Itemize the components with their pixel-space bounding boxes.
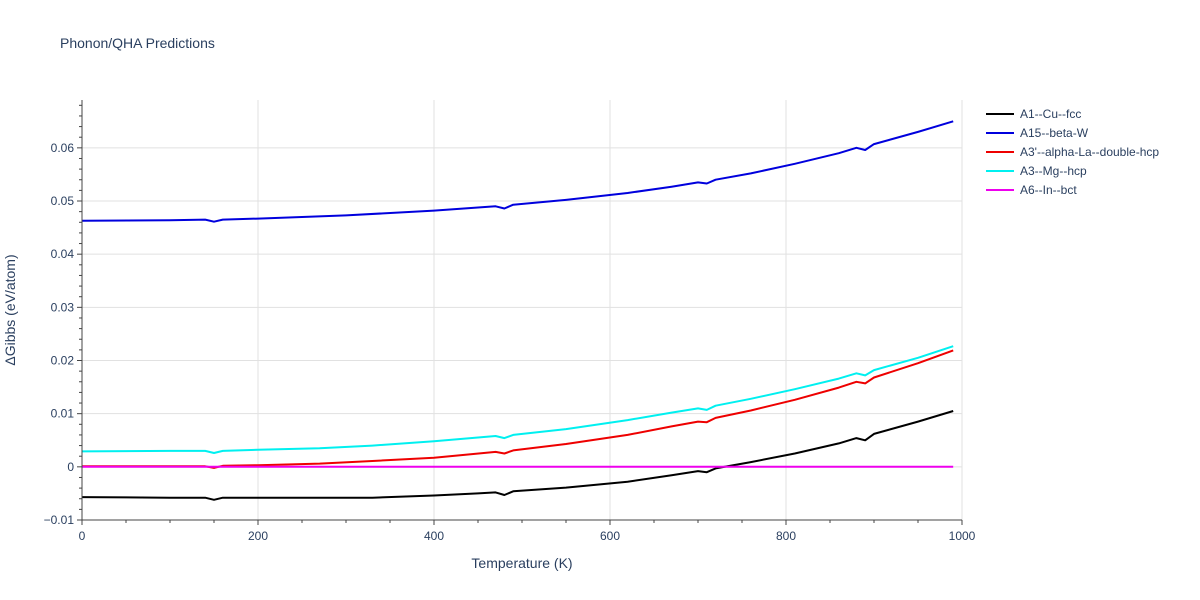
series-line[interactable] (81, 410, 954, 501)
y-tick-labels: −0.01 0 0.01 0.02 0.03 0.04 0.05 0.06 (44, 141, 75, 527)
legend[interactable]: A1--Cu--fcc A15--beta-W A3'--alpha-La--dou… (986, 107, 1159, 197)
x-axis-title: Temperature (K) (471, 555, 572, 571)
x-tick-label: 200 (248, 529, 268, 543)
series-line[interactable] (81, 345, 954, 454)
legend-item[interactable]: A3--Mg--hcp (986, 164, 1087, 178)
y-tick-label: 0.06 (51, 141, 75, 155)
x-tick-label: 800 (776, 529, 796, 543)
legend-item[interactable]: A15--beta-W (986, 126, 1089, 140)
y-tick-label: 0.03 (51, 300, 75, 314)
legend-item[interactable]: A1--Cu--fcc (986, 107, 1081, 121)
legend-item[interactable]: A6--In--bct (986, 183, 1077, 197)
y-axis-title: ΔGibbs (eV/atom) (2, 254, 18, 365)
series-lines (81, 120, 954, 501)
x-tick-label: 400 (424, 529, 444, 543)
chart-title: Phonon/QHA Predictions (60, 35, 215, 51)
y-tick-label: 0.01 (51, 407, 75, 421)
y-tick-label: 0.05 (51, 194, 75, 208)
x-tick-label: 600 (600, 529, 620, 543)
legend-label: A1--Cu--fcc (1020, 107, 1081, 121)
x-tick-labels: 0 200 400 600 800 1000 (79, 529, 976, 543)
legend-label: A3--Mg--hcp (1020, 164, 1087, 178)
legend-item[interactable]: A3'--alpha-La--double-hcp (986, 145, 1159, 159)
y-tick-label: 0 (67, 460, 74, 474)
x-tick-label: 1000 (949, 529, 976, 543)
x-tick-label: 0 (79, 529, 86, 543)
y-tick-label: −0.01 (44, 513, 75, 527)
legend-label: A3'--alpha-La--double-hcp (1020, 145, 1159, 159)
legend-label: A6--In--bct (1020, 183, 1077, 197)
legend-label: A15--beta-W (1020, 126, 1089, 140)
y-tick-label: 0.04 (51, 247, 75, 261)
y-tick-label: 0.02 (51, 354, 75, 368)
series-line[interactable] (81, 120, 954, 223)
grid-lines (82, 100, 963, 521)
axes (77, 100, 963, 525)
series-line[interactable] (82, 349, 954, 469)
